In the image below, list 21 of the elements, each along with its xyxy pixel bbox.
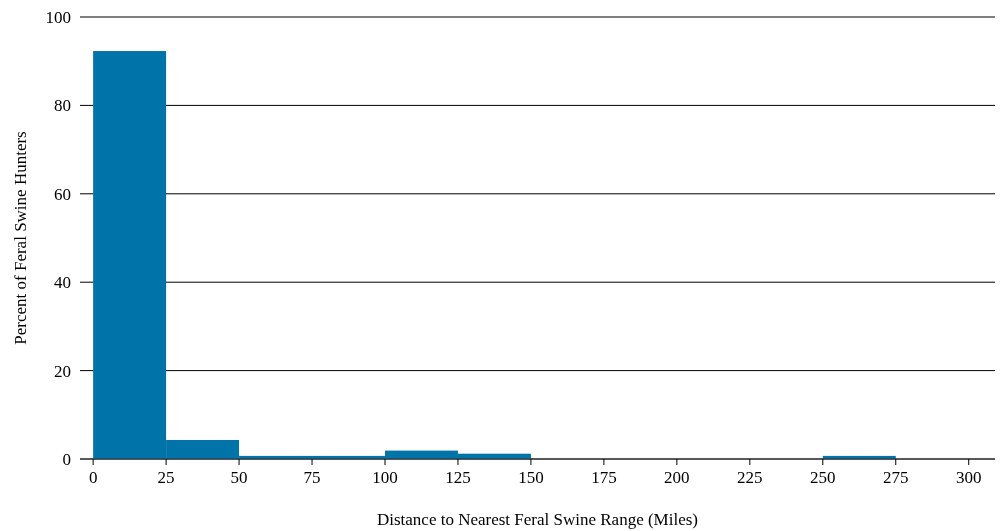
x-tick-label: 150 bbox=[518, 468, 544, 487]
x-tick-label: 50 bbox=[230, 468, 248, 487]
y-tick-label: 80 bbox=[54, 96, 71, 116]
y-tick-label: 60 bbox=[54, 184, 71, 204]
x-tick-label: 0 bbox=[88, 468, 98, 487]
y-tick-label: 20 bbox=[54, 361, 71, 381]
x-tick-label: 175 bbox=[591, 468, 617, 487]
x-tick-label: 100 bbox=[372, 468, 398, 487]
x-tick-label: 200 bbox=[664, 468, 690, 487]
x-tick-label: 25 bbox=[157, 468, 175, 487]
x-tick-label: 250 bbox=[810, 468, 836, 487]
x-tick-label: 75 bbox=[303, 468, 321, 487]
x-tick-label: 275 bbox=[883, 468, 909, 487]
x-tick-label: 300 bbox=[955, 468, 982, 487]
y-axis-title: Percent of Feral Swine Hunters bbox=[11, 131, 30, 345]
x-tick-label: 125 bbox=[445, 468, 471, 487]
y-tick-label: 100 bbox=[45, 8, 71, 27]
y-tick-label: 0 bbox=[62, 450, 71, 469]
x-axis-title: Distance to Nearest Feral Swine Range (Miles) bbox=[376, 510, 699, 529]
x-tick-label: 225 bbox=[737, 468, 763, 487]
y-tick-label: 40 bbox=[54, 273, 71, 293]
